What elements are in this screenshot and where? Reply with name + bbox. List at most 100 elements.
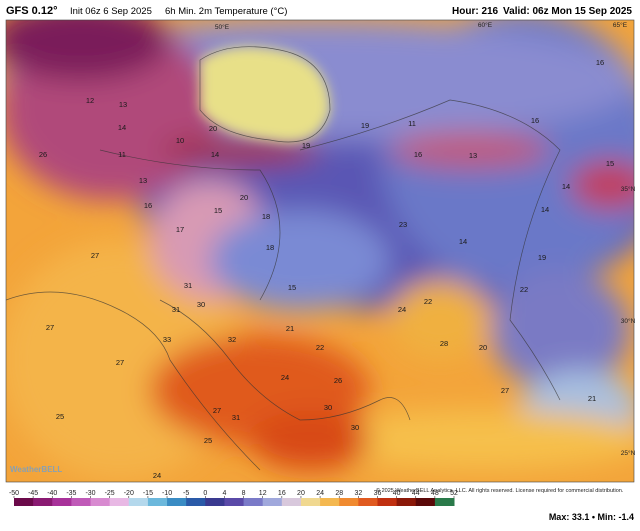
colorbar-swatch (167, 498, 187, 506)
temperature-label: 30 (351, 423, 359, 432)
coordinate-label: 25°N (621, 449, 636, 457)
stats: Max: 33.1 • Min: -1.4 (549, 512, 634, 522)
temperature-label: 27 (116, 358, 124, 367)
temperature-label: 22 (424, 297, 432, 306)
colorbar-tick-label: -10 (162, 490, 172, 497)
colorbar-swatch (224, 498, 245, 506)
map-field (6, 20, 634, 482)
colorbar-swatch (415, 498, 436, 506)
temperature-label: 18 (262, 212, 270, 221)
colorbar-swatch (358, 498, 378, 506)
temperature-label: 13 (119, 100, 127, 109)
colorbar-tick-label: 40 (393, 490, 401, 497)
colorbar-swatch (109, 498, 130, 506)
temperature-label: 20 (240, 193, 248, 202)
colorbar-tick-label: -50 (9, 490, 19, 497)
colorbar-tick-label: 32 (354, 490, 362, 497)
temperature-label: 32 (228, 335, 236, 344)
temperature-label: 31 (232, 413, 240, 422)
temperature-label: 25 (56, 412, 64, 421)
colorbar-tick-label: -45 (28, 490, 38, 497)
colorbar-swatch (14, 498, 34, 506)
colorbar-tick-label: 0 (203, 490, 207, 497)
colorbar-tick-label: -5 (183, 490, 189, 497)
colorbar-tick-label: -35 (66, 490, 76, 497)
temperature-label: 11 (408, 119, 416, 128)
colorbar-swatch (281, 498, 302, 506)
colorbar-tick-label: -20 (124, 490, 134, 497)
temperature-label: 27 (213, 406, 221, 415)
temperature-label: 13 (469, 151, 477, 160)
map-labels: 26 12 13 14 10 13 11 16 17 14 20 19 19 11 13 16 16 14 15 14… (39, 21, 636, 480)
colorbar-tick-label: -30 (85, 490, 95, 497)
temperature-label: 15 (214, 206, 222, 215)
colorbar-swatch (262, 498, 283, 506)
temperature-label: 25 (204, 436, 212, 445)
colorbar-tick-label: 12 (259, 490, 267, 497)
coordinate-label: 30°N (621, 317, 636, 325)
colorbar-tick-label: 48 (431, 490, 439, 497)
colorbar-tick-label: 52 (450, 490, 458, 497)
colorbar: -50 -45 -40 -35 -30 -25 -20 -15 -10 -5 0 4 8 12 16 20 24… (9, 490, 458, 506)
temperature-label: 30 (197, 300, 205, 309)
colorbar-tick-label: 28 (335, 490, 343, 497)
map-frame (5, 19, 635, 483)
colorbar-swatch (205, 498, 225, 506)
temperature-label: 15 (606, 159, 614, 168)
colorbar-tick-label: -15 (143, 490, 153, 497)
temperature-label: 14 (459, 237, 467, 246)
colorbar-swatch (396, 498, 417, 506)
colorbar-swatch (243, 498, 264, 506)
temperature-label: 19 (302, 141, 310, 150)
temperature-label: 26 (39, 150, 47, 159)
valid: Valid: 06z Mon 15 Sep 2025 (503, 6, 632, 17)
colorbar-tick-label: 16 (278, 490, 286, 497)
colorbar-swatch (71, 498, 92, 506)
colorbar-swatch (128, 498, 149, 506)
temperature-label: 27 (46, 323, 54, 332)
temperature-label: 15 (288, 283, 296, 292)
header-bar (0, 0, 640, 20)
temperature-label: 27 (91, 251, 99, 260)
temperature-label: 21 (286, 324, 294, 333)
temperature-label: 14 (211, 150, 219, 159)
temperature-label: 33 (163, 335, 171, 344)
temperature-label: 30 (324, 403, 332, 412)
temperature-label: 14 (118, 123, 126, 132)
colorbar-swatch (434, 498, 455, 506)
colorbar-swatch (52, 498, 72, 506)
temperature-label: 22 (316, 343, 324, 352)
colorbar-swatch (33, 498, 53, 506)
temperature-label: 24 (153, 471, 161, 480)
temperature-label: 16 (596, 58, 604, 67)
temperature-label: 16 (414, 150, 422, 159)
colorbar-swatch (147, 498, 168, 506)
temperature-label: 27 (501, 386, 509, 395)
colorbar-tick-label: -25 (105, 490, 115, 497)
temperature-label: 31 (184, 281, 192, 290)
temperature-label: 14 (562, 182, 570, 191)
temperature-label: 18 (266, 243, 274, 252)
colorbar-swatch (90, 498, 111, 506)
product: 6h Min. 2m Temperature (°C) (165, 6, 287, 17)
coordinate-label: 65°E (613, 21, 628, 29)
temperature-label: 16 (531, 116, 539, 125)
temperature-label: 10 (176, 136, 184, 145)
logo: WeatherBELL (10, 465, 62, 474)
colorbar-swatch (339, 498, 359, 506)
temperature-label: 19 (538, 253, 546, 262)
colorbar-tick-label: 8 (242, 490, 246, 497)
colorbar-tick-label: 44 (412, 490, 420, 497)
temperature-label: 21 (588, 394, 596, 403)
colorbar-tick-label: -40 (47, 490, 57, 497)
colorbar-tick-label: 20 (297, 490, 305, 497)
colorbar-swatch (377, 498, 398, 506)
temperature-label: 13 (139, 176, 147, 185)
coordinate-label: 60°E (478, 21, 493, 29)
temperature-label: 28 (440, 339, 448, 348)
colorbar-tick-label: 24 (316, 490, 324, 497)
temperature-label: 22 (520, 285, 528, 294)
temperature-label: 23 (399, 220, 407, 229)
temperature-label: 17 (176, 225, 184, 234)
